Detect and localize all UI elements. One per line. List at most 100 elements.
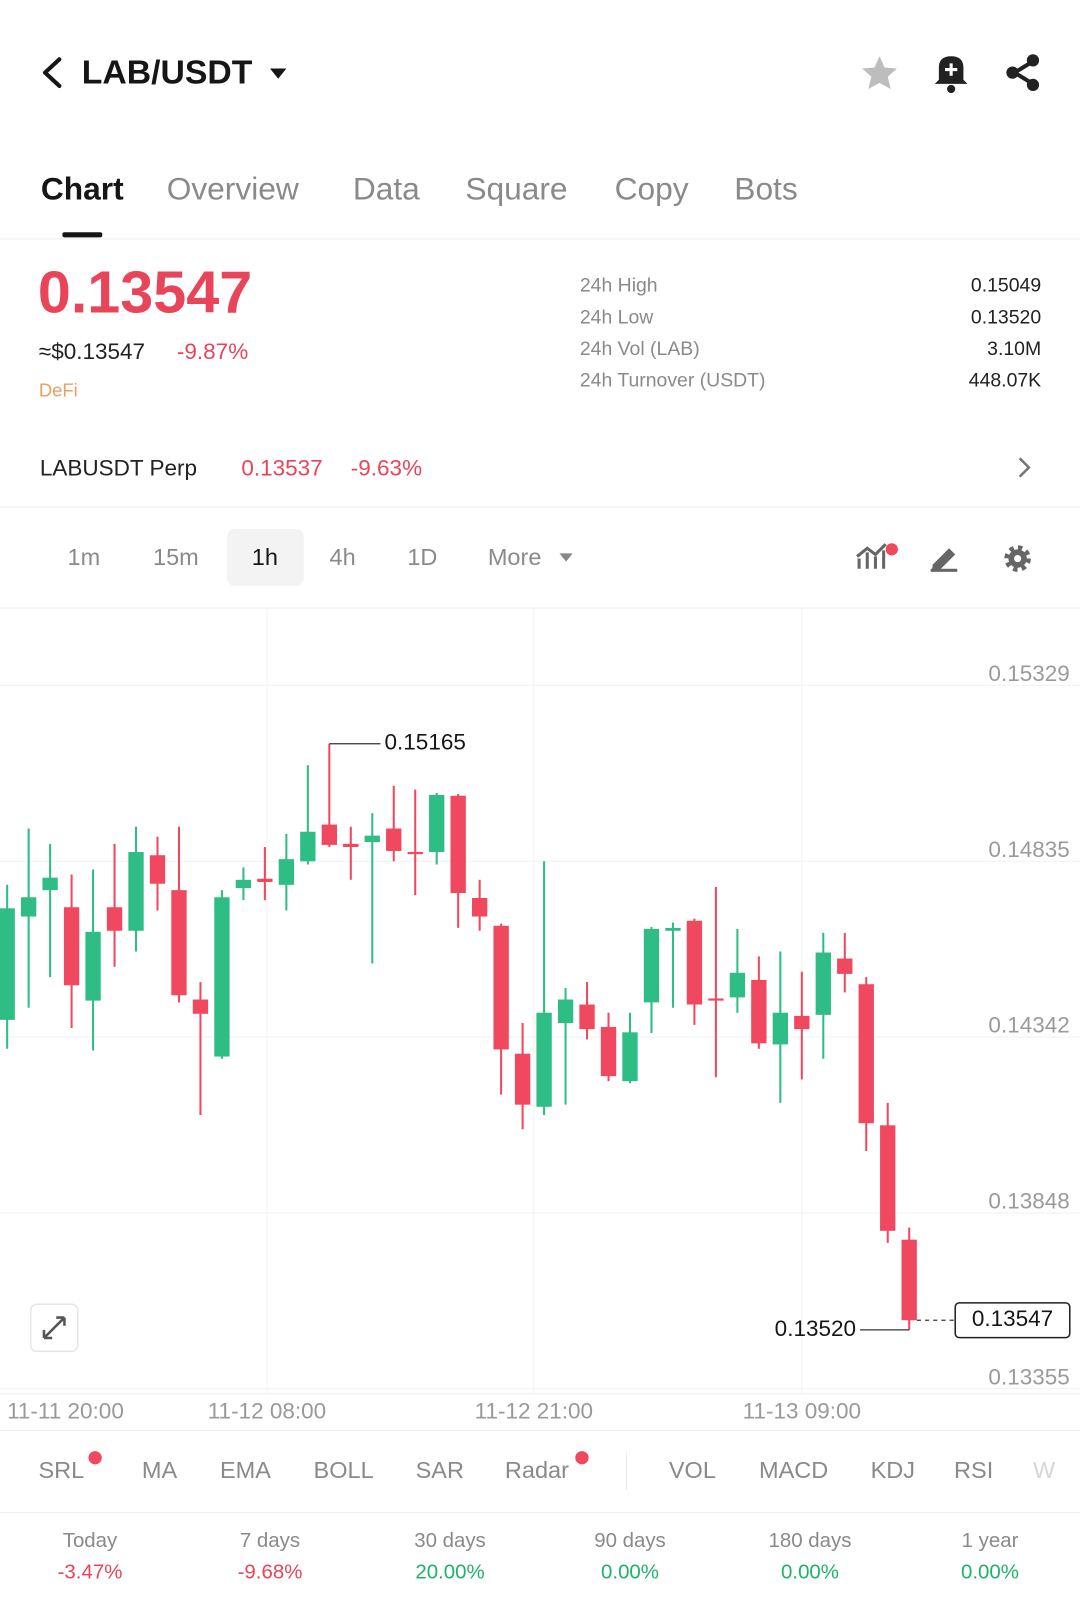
tab-indicator <box>62 232 103 238</box>
divider <box>0 1430 1080 1432</box>
period-change: -3.47% <box>58 1561 123 1584</box>
candle-body <box>171 890 187 996</box>
alert-icon[interactable] <box>934 56 968 94</box>
tab[interactable]: Chart <box>41 171 124 207</box>
period-change: 0.00% <box>961 1561 1019 1584</box>
candle-body <box>622 1032 638 1082</box>
candle-body <box>42 877 58 891</box>
pencil <box>931 548 956 572</box>
share-node <box>1026 78 1040 92</box>
candle-body <box>450 795 466 894</box>
indicator-tab[interactable]: VOL <box>669 1457 716 1483</box>
tab[interactable]: Bots <box>734 171 797 207</box>
share-icon[interactable] <box>1006 54 1040 92</box>
indicator-tab[interactable]: W <box>1033 1457 1056 1483</box>
fullscreen-button[interactable] <box>29 1303 79 1353</box>
indicator-glyph <box>856 543 887 569</box>
draw-icon[interactable] <box>930 548 958 572</box>
indicator-tab[interactable]: SRL <box>38 1457 84 1483</box>
indicator-tab[interactable]: MA <box>142 1457 178 1483</box>
indicator-tab[interactable]: KDJ <box>871 1457 915 1483</box>
divider <box>0 607 1080 609</box>
period-label: 7 days <box>240 1529 300 1552</box>
sector-tag[interactable]: DeFi <box>39 380 78 401</box>
pair-title[interactable]: LAB/USDT <box>82 54 253 92</box>
gear-hole <box>1014 554 1022 563</box>
candle-body <box>364 835 380 843</box>
settings-icon[interactable] <box>1004 545 1031 572</box>
stat-label: 24h Low <box>580 306 654 328</box>
period-change: 0.00% <box>781 1561 839 1584</box>
tab[interactable]: Data <box>353 171 420 207</box>
last-price: 0.13547 <box>38 258 252 325</box>
share-node <box>1026 54 1040 67</box>
period-change: 20.00% <box>415 1561 484 1584</box>
candle-body <box>300 831 316 862</box>
candle-body <box>686 920 703 1005</box>
pair-dropdown[interactable] <box>270 68 287 79</box>
stat-label: 24h High <box>580 275 658 297</box>
perp-row[interactable]: LABUSDT Perp 0.13537 -9.63% <box>40 455 1031 480</box>
stat-value: 0.13520 <box>971 306 1041 328</box>
notice-dot <box>575 1451 589 1465</box>
stat-value: 448.07K <box>969 370 1041 392</box>
tab[interactable]: Overview <box>167 171 299 207</box>
favorite-icon[interactable] <box>862 56 897 89</box>
indicator-tab[interactable]: SAR <box>416 1457 464 1483</box>
candle-body <box>837 958 853 974</box>
y-tick-label: 0.13355 <box>988 1364 1069 1389</box>
candle-body <box>600 1026 617 1077</box>
gear-teeth <box>1004 545 1031 572</box>
period-label: 90 days <box>594 1529 666 1552</box>
notice-dot <box>885 543 898 556</box>
candle-body <box>85 931 101 1001</box>
period-change: -9.68% <box>238 1561 303 1584</box>
candle-body <box>536 1012 552 1107</box>
candlestick-chart[interactable]: 0.15329 0.14835 0.14342 0.13848 0.13355 0.151… <box>0 608 1080 1394</box>
interval-more[interactable]: More <box>488 544 542 570</box>
interval[interactable]: 1D <box>407 544 437 570</box>
indicator-tab[interactable]: MACD <box>759 1457 828 1483</box>
candle-body <box>880 1125 896 1231</box>
candle-body <box>708 998 724 1001</box>
candle-body <box>429 795 445 853</box>
candle-body <box>772 1012 789 1045</box>
candle-body <box>257 878 273 882</box>
interval[interactable]: 1h <box>252 544 278 570</box>
interval-selected-bg <box>227 528 304 587</box>
last-price-label: 0.13547 <box>972 1306 1053 1331</box>
candle-body <box>579 1004 595 1030</box>
candle-body <box>858 984 874 1124</box>
stat-label: 24h Turnover (USDT) <box>580 370 766 392</box>
indicator-tab[interactable]: EMA <box>220 1457 271 1483</box>
tab[interactable]: Copy <box>615 171 689 207</box>
interval[interactable]: 4h <box>330 544 356 570</box>
candle-body <box>407 852 423 855</box>
indicator-icon[interactable] <box>856 543 898 569</box>
candle-body <box>20 897 37 917</box>
price-change: -9.87% <box>177 339 248 364</box>
back-button[interactable] <box>42 57 62 88</box>
interval[interactable]: 15m <box>153 544 199 570</box>
bell-plus <box>945 63 958 76</box>
period-label: 30 days <box>414 1529 486 1552</box>
perp-price: 0.13537 <box>241 455 322 480</box>
indicator-tab[interactable]: RSI <box>954 1457 993 1483</box>
candle-body <box>794 1015 810 1030</box>
candle-body <box>901 1239 917 1321</box>
candle-body <box>278 859 295 885</box>
indicator-tab[interactable]: BOLL <box>314 1457 374 1483</box>
indicator-tab[interactable]: Radar <box>505 1457 569 1483</box>
candle-body <box>493 925 509 1050</box>
interval[interactable]: 1m <box>68 544 101 570</box>
candle-body <box>665 927 681 931</box>
pencil-base <box>930 568 958 572</box>
tab[interactable]: Square <box>465 171 567 207</box>
y-tick-label: 0.15329 <box>988 661 1069 686</box>
stat-value: 3.10M <box>987 338 1041 360</box>
stat-value: 0.15049 <box>971 275 1041 297</box>
notice-dot <box>88 1451 102 1465</box>
candle-body <box>128 852 144 931</box>
